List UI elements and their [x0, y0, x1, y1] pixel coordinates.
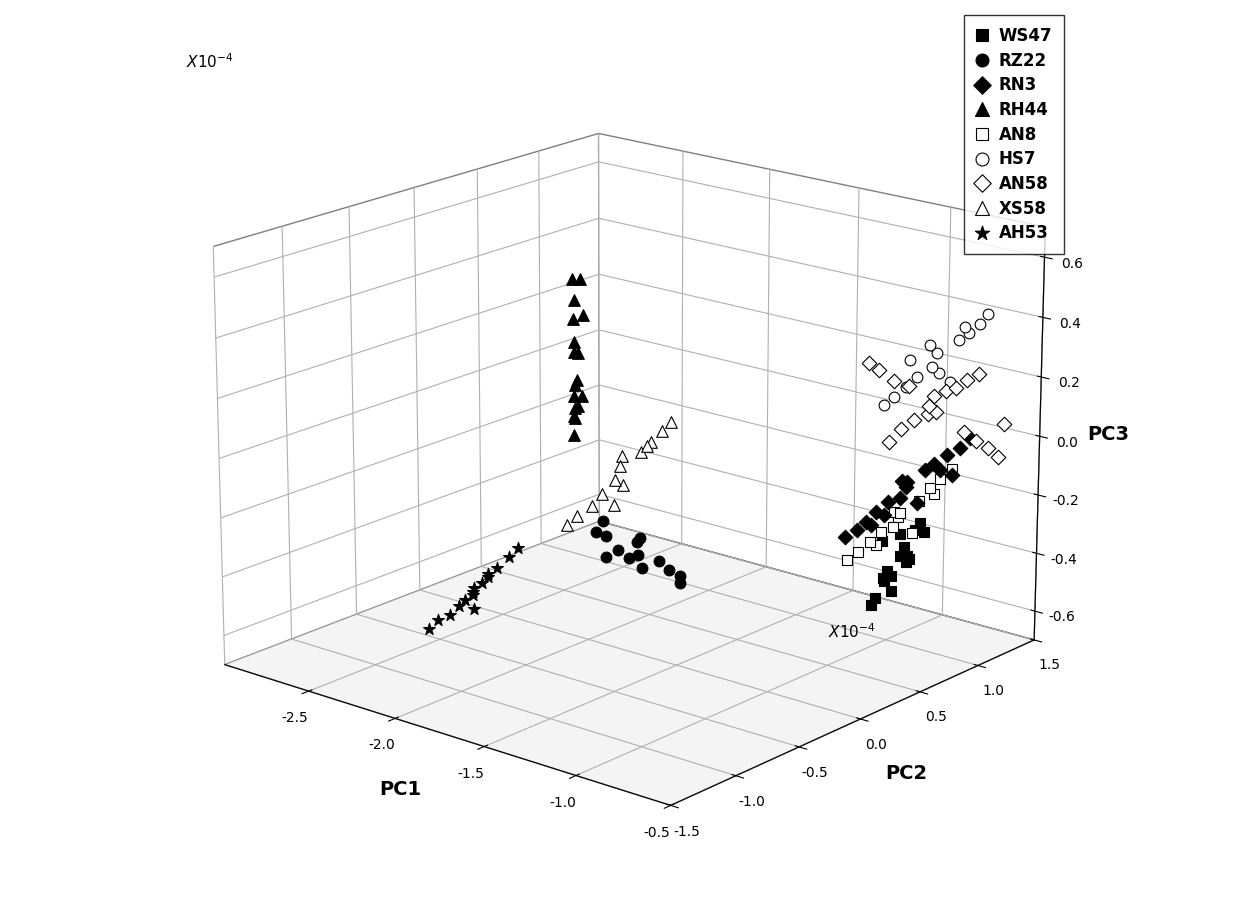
Text: $X10^{-4}$: $X10^{-4}$ — [828, 622, 875, 641]
X-axis label: PC1: PC1 — [379, 780, 422, 800]
Legend: WS47, RZ22, RN3, RH44, AN8, HS7, AN58, XS58, AH53: WS47, RZ22, RN3, RH44, AN8, HS7, AN58, X… — [963, 16, 1064, 254]
Text: $X10^{-4}$: $X10^{-4}$ — [186, 52, 233, 71]
Y-axis label: PC2: PC2 — [885, 764, 928, 783]
